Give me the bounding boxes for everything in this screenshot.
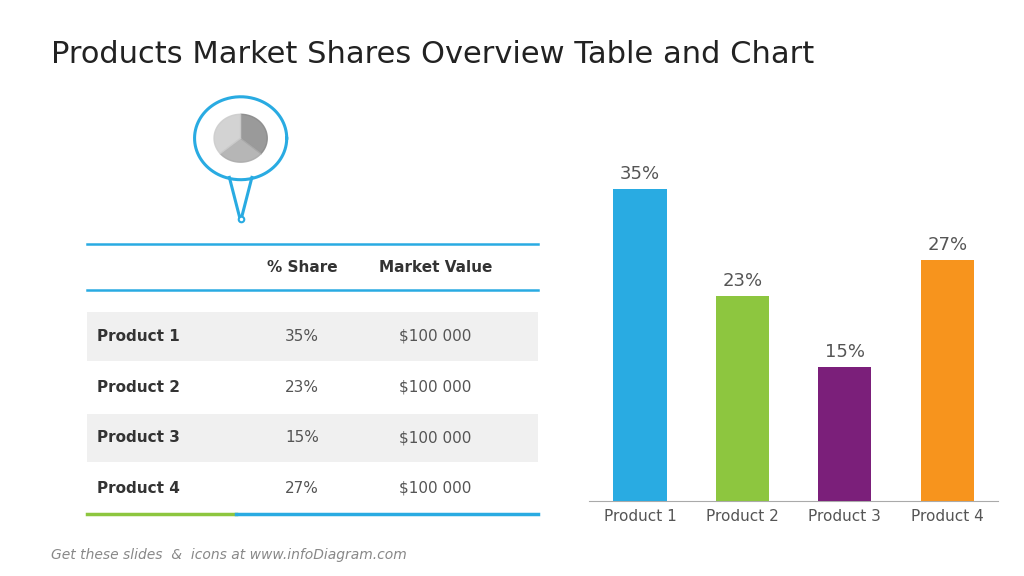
Text: $100 000: $100 000 — [399, 329, 471, 344]
Text: Get these slides  &  icons at www.infoDiagram.com: Get these slides & icons at www.infoDiag… — [51, 548, 407, 562]
Text: 15%: 15% — [824, 343, 865, 361]
Polygon shape — [220, 138, 261, 162]
Text: % Share: % Share — [267, 260, 337, 275]
Text: Product 4: Product 4 — [97, 481, 180, 496]
Text: 27%: 27% — [285, 481, 319, 496]
Text: 23%: 23% — [722, 272, 763, 290]
Text: 27%: 27% — [927, 236, 968, 254]
Text: 35%: 35% — [620, 165, 660, 183]
Text: 23%: 23% — [285, 380, 319, 395]
Bar — [87, 414, 538, 462]
Text: 15%: 15% — [285, 430, 319, 445]
Bar — [716, 296, 769, 501]
Text: Product 2: Product 2 — [97, 380, 180, 395]
Bar — [87, 312, 538, 361]
Bar — [921, 260, 974, 501]
Text: Product 3: Product 3 — [97, 430, 180, 445]
Text: $100 000: $100 000 — [399, 430, 471, 445]
Polygon shape — [241, 114, 267, 154]
Text: 35%: 35% — [285, 329, 319, 344]
Bar — [87, 464, 538, 513]
Text: Products Market Shares Overview Table and Chart: Products Market Shares Overview Table an… — [51, 40, 814, 69]
Bar — [818, 367, 871, 501]
Text: $100 000: $100 000 — [399, 380, 471, 395]
Polygon shape — [214, 114, 241, 154]
Text: $100 000: $100 000 — [399, 481, 471, 496]
Bar — [613, 189, 667, 501]
Bar — [87, 363, 538, 411]
Text: Market Value: Market Value — [379, 260, 492, 275]
Text: Product 1: Product 1 — [97, 329, 180, 344]
